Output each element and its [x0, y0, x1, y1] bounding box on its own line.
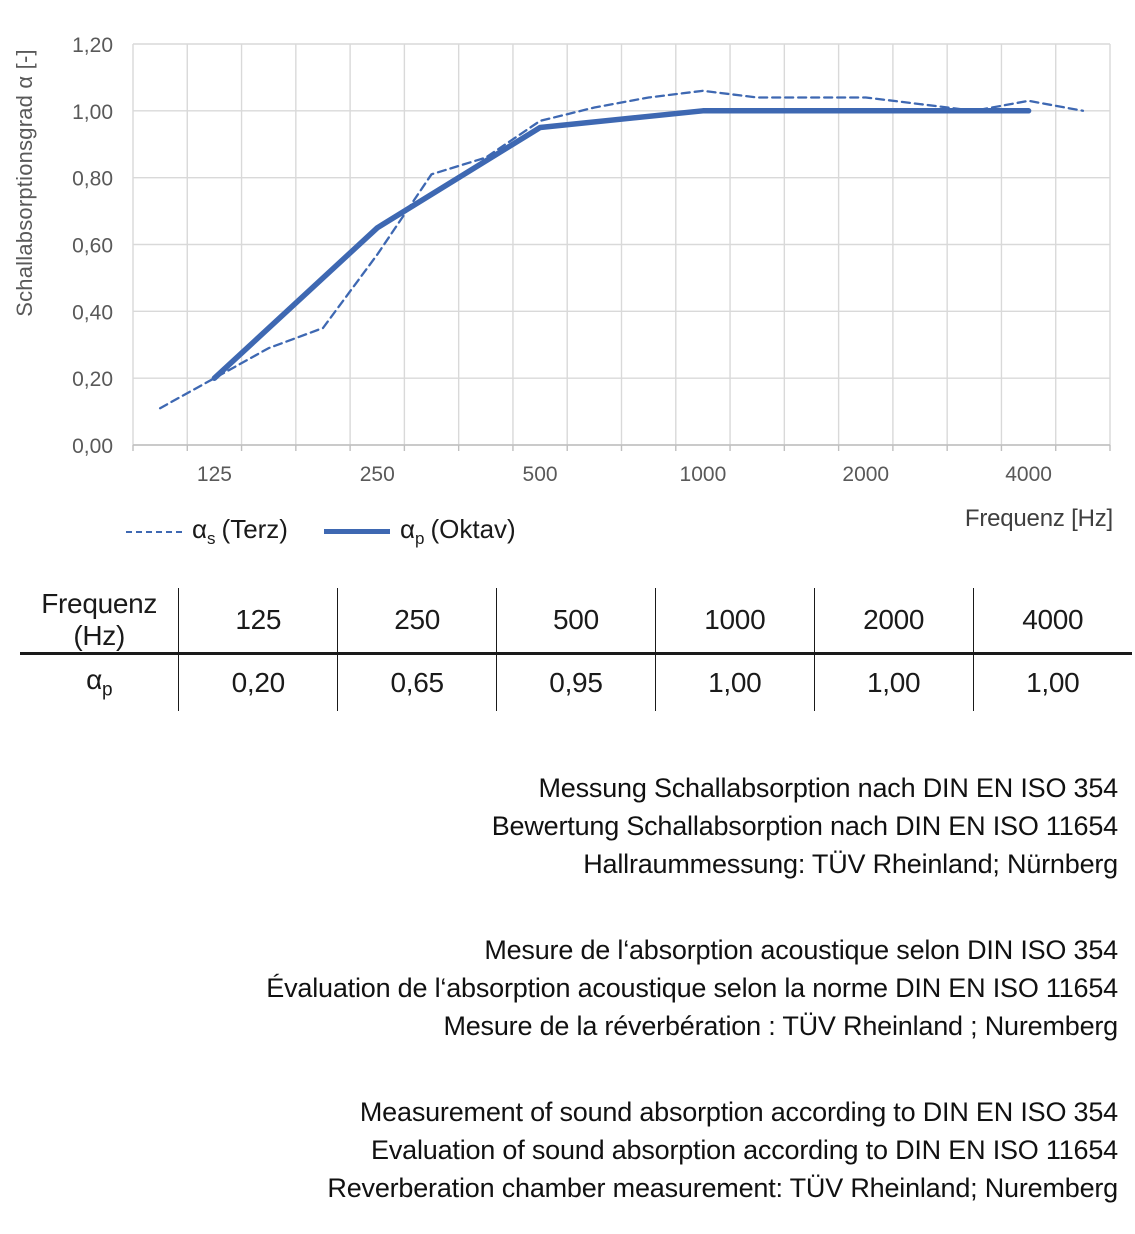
svg-text:250: 250 [360, 463, 395, 486]
legend-item-terz: αs (Terz) [126, 514, 288, 549]
absorption-chart: 0,00 0,20 0,40 0,60 0,80 1,00 1,20 125 250 500 100… [0, 0, 1135, 560]
alpha-value-1000: 1,00 [654, 653, 815, 711]
note-line: Messung Schallabsorption nach DIN EN ISO… [538, 773, 1118, 803]
note-line: Évaluation de l‘absorption acoustique se… [266, 973, 1118, 1003]
table-header-125: 125 [178, 588, 338, 655]
svg-text:500: 500 [523, 463, 558, 486]
table-header-250: 250 [337, 588, 497, 655]
notes-english: Measurement of sound absorption accordin… [18, 1093, 1118, 1207]
legend-label-terz: αs (Terz) [192, 514, 288, 549]
svg-text:0,40: 0,40 [72, 301, 113, 324]
legend-item-oktav: αp (Oktav) [323, 514, 516, 549]
notes-german: Messung Schallabsorption nach DIN EN ISO… [18, 769, 1118, 883]
alpha-value-2000: 1,00 [813, 653, 974, 711]
alpha-value-250: 0,65 [337, 653, 497, 711]
alpha-values-table: Frequenz (Hz) 125 250 500 1000 2000 4000… [20, 588, 1132, 711]
table-header-1000: 1000 [654, 588, 815, 655]
svg-text:1,00: 1,00 [72, 101, 113, 124]
notes-french: Mesure de l‘absorption acoustique selon … [18, 931, 1118, 1045]
note-line: Hallraummessung: TÜV Rheinland; Nürnberg [583, 849, 1118, 879]
svg-text:4000: 4000 [1005, 463, 1052, 486]
table-row: Frequenz (Hz) 125 250 500 1000 2000 4000 [20, 588, 1132, 655]
table-header-500: 500 [496, 588, 656, 655]
note-line: Measurement of sound absorption accordin… [359, 1097, 1118, 1127]
table-row-label-alpha-p: αp [86, 664, 113, 701]
table-row: αp 0,20 0,65 0,95 1,00 1,00 1,00 [20, 653, 1132, 711]
dashed-line-sample-icon [126, 530, 182, 533]
svg-text:0,00: 0,00 [72, 435, 113, 458]
chart-plot-area: 0,00 0,20 0,40 0,60 0,80 1,00 1,20 125 250 500 100… [72, 34, 1111, 486]
note-line: Bewertung Schallabsorption nach DIN EN I… [491, 811, 1118, 841]
alpha-value-4000: 1,00 [972, 653, 1132, 711]
table-header-4000: 4000 [972, 588, 1132, 655]
note-line: Reverberation chamber measurement: TÜV R… [327, 1173, 1118, 1203]
chart-legend: αs (Terz) αp (Oktav) [126, 514, 516, 549]
note-line: Mesure de la réverbération : TÜV Rheinla… [443, 1011, 1118, 1041]
x-axis-title: Frequenz [Hz] [964, 505, 1113, 532]
svg-text:0,60: 0,60 [72, 235, 113, 258]
note-line: Evaluation of sound absorption according… [371, 1135, 1118, 1165]
y-axis-title-box: Schallabsorptionsgrad α [-] [0, 49, 160, 317]
note-line: Mesure de l‘absorption acoustique selon … [484, 935, 1118, 965]
svg-text:2000: 2000 [842, 463, 889, 486]
solid-line-sample-icon [323, 529, 390, 535]
legend-label-oktav: αp (Oktav) [399, 514, 516, 549]
svg-text:1,20: 1,20 [72, 34, 113, 57]
svg-text:125: 125 [197, 463, 232, 486]
alpha-value-125: 0,20 [178, 653, 338, 711]
table-header-frequency: Frequenz (Hz) [20, 588, 179, 655]
svg-text:1000: 1000 [680, 463, 727, 486]
table-header-2000: 2000 [813, 588, 974, 655]
svg-text:0,80: 0,80 [72, 168, 113, 191]
y-axis-title: Schallabsorptionsgrad α [-] [12, 49, 37, 317]
svg-text:0,20: 0,20 [72, 368, 113, 391]
alpha-value-500: 0,95 [496, 653, 656, 711]
